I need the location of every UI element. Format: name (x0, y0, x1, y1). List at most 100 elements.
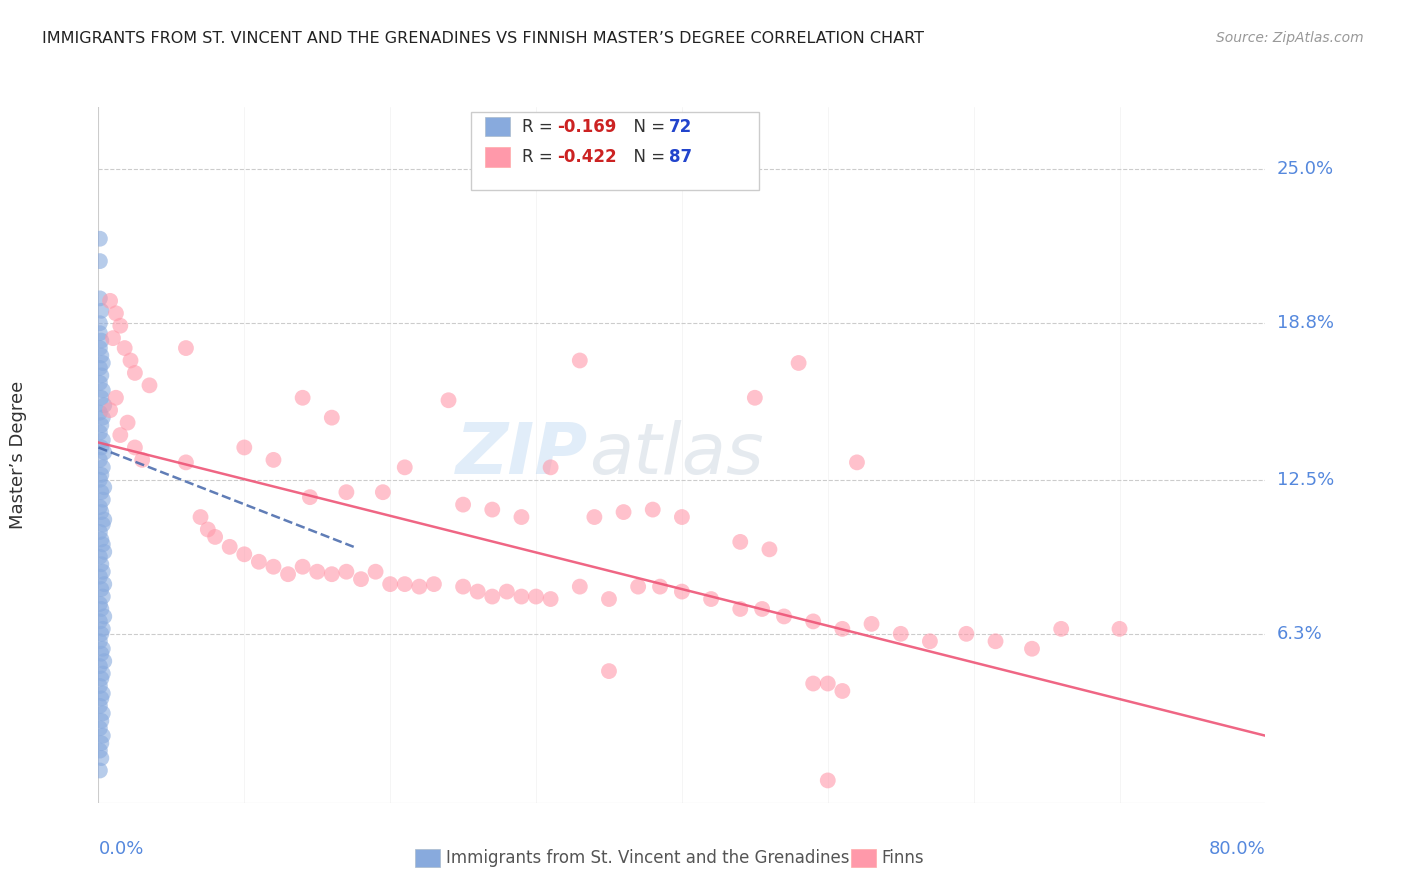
Point (90, 505, 112, 519)
Point (90, 714, 112, 728)
Point (89, 376, 111, 390)
Point (394, 460, 416, 475)
Point (831, 622, 853, 636)
Point (93, 545, 115, 559)
Text: N =: N = (623, 118, 671, 136)
Point (728, 534, 751, 549)
Point (671, 584, 693, 599)
Point (89, 316, 111, 330)
Point (612, 505, 634, 519)
Point (831, 684, 853, 698)
Point (90, 533, 112, 547)
Point (262, 453, 284, 467)
Point (700, 592, 723, 607)
Text: N =: N = (623, 148, 671, 166)
Point (90, 691, 112, 706)
Text: Finns: Finns (882, 849, 924, 867)
Point (627, 580, 650, 594)
Point (98, 293, 121, 308)
Point (138, 378, 160, 392)
Point (233, 547, 256, 561)
Point (744, 391, 766, 405)
Point (89, 500, 111, 514)
Text: atlas: atlas (589, 420, 763, 490)
Point (90, 736, 112, 750)
Point (89, 453, 111, 467)
Point (335, 565, 357, 579)
Point (90, 751, 112, 765)
Text: Source: ZipAtlas.com: Source: ZipAtlas.com (1216, 31, 1364, 45)
Point (437, 393, 460, 408)
Point (1108, 622, 1130, 636)
Text: -0.169: -0.169 (557, 118, 616, 136)
Point (787, 356, 810, 370)
Text: Immigrants from St. Vincent and the Grenadines: Immigrants from St. Vincent and the Gren… (446, 849, 849, 867)
Point (89, 764, 111, 778)
Point (110, 428, 132, 442)
Point (423, 577, 446, 591)
Point (89, 341, 111, 355)
Point (291, 559, 314, 574)
Point (90, 303, 112, 318)
Point (510, 590, 533, 604)
Point (524, 590, 547, 604)
Point (89, 659, 111, 673)
Text: 12.5%: 12.5% (1277, 471, 1334, 489)
Text: -0.422: -0.422 (557, 148, 616, 166)
Point (90, 647, 112, 661)
Point (91, 460, 114, 475)
Point (89, 232, 111, 246)
Point (510, 510, 533, 524)
Point (104, 306, 127, 320)
Point (114, 341, 136, 355)
Point (89, 615, 111, 629)
Point (277, 567, 299, 582)
Point (728, 602, 751, 616)
Point (91, 706, 114, 721)
Point (598, 592, 620, 607)
Point (568, 353, 591, 368)
Point (91, 686, 114, 700)
Point (860, 616, 883, 631)
Point (93, 445, 115, 459)
Point (90, 418, 112, 433)
Point (93, 577, 115, 591)
Point (641, 502, 664, 516)
Point (394, 577, 416, 591)
Point (117, 416, 139, 430)
Point (91, 384, 114, 398)
Point (218, 540, 240, 554)
Point (481, 590, 503, 604)
Point (89, 698, 111, 713)
Point (110, 318, 132, 333)
Point (91, 410, 114, 425)
Point (120, 353, 142, 368)
Point (90, 582, 112, 596)
Point (89, 425, 111, 440)
Point (540, 460, 562, 475)
Point (131, 453, 153, 467)
Point (90, 349, 112, 363)
Point (247, 555, 270, 569)
Point (751, 602, 773, 616)
Point (364, 565, 387, 579)
Point (101, 331, 124, 345)
Point (90, 627, 112, 641)
Point (91, 517, 114, 532)
Point (91, 433, 114, 447)
Text: 72: 72 (669, 118, 693, 136)
Point (321, 410, 343, 425)
Point (91, 622, 114, 636)
Text: 18.8%: 18.8% (1277, 314, 1334, 332)
Point (90, 441, 112, 455)
Point (758, 542, 780, 557)
Text: R =: R = (522, 148, 558, 166)
Point (90, 391, 112, 405)
Point (197, 523, 219, 537)
Point (984, 634, 1007, 648)
Point (451, 580, 474, 594)
Point (262, 559, 284, 574)
Point (335, 485, 357, 500)
Point (371, 485, 394, 500)
Point (1021, 641, 1043, 656)
